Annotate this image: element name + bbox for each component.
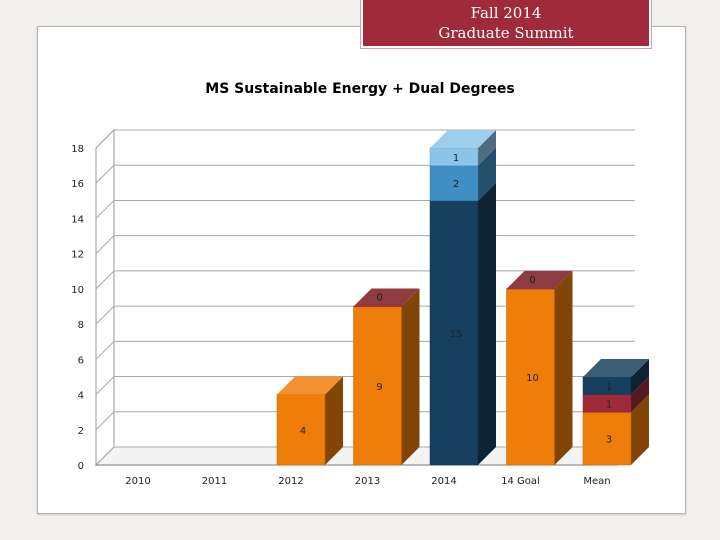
gridline	[95, 164, 635, 184]
data-label: 1	[606, 382, 612, 393]
bar-segment	[429, 200, 479, 466]
data-label: 1	[606, 399, 612, 410]
y-tick-label: 14	[71, 214, 84, 225]
bar-side-face	[631, 394, 649, 465]
bar-side-face	[631, 358, 649, 395]
bar-side-face	[478, 147, 496, 201]
data-label: 3	[606, 435, 612, 446]
bar-side-face	[401, 288, 420, 465]
gridline	[95, 129, 635, 149]
bar-segment	[353, 306, 402, 466]
bar-side-face	[478, 130, 496, 166]
bar-top-face	[583, 358, 649, 377]
x-tick-label: 2014	[431, 476, 456, 487]
bar-segment	[582, 411, 632, 466]
gridline	[95, 199, 635, 219]
y-tick-label: 10	[71, 285, 84, 296]
y-tick-label: 6	[78, 355, 84, 366]
y-tick-label: 8	[78, 320, 84, 331]
x-tick-label: 2013	[355, 476, 380, 487]
bar-top-face	[353, 288, 420, 307]
data-label: 0	[529, 275, 535, 286]
data-label: 1	[453, 153, 459, 164]
data-label: 2	[453, 179, 459, 190]
gridline	[95, 235, 635, 255]
bar-side-face	[631, 376, 649, 413]
x-tick-label: 14 Goal	[501, 476, 540, 487]
bar-side-face	[554, 270, 573, 465]
banner-line-2: Graduate Summit	[438, 24, 574, 42]
data-label: 9	[376, 382, 382, 393]
y-tick-label: 2	[78, 426, 84, 437]
data-label: 15	[450, 329, 463, 340]
bar-top-face	[430, 130, 496, 148]
chart-title: MS Sustainable Energy + Dual Degrees	[205, 81, 514, 97]
summit-banner: Fall 2014 Graduate Summit	[361, 0, 651, 48]
y-tick-label: 18	[71, 144, 84, 155]
y-tick-label: 0	[78, 461, 84, 472]
x-tick-label: 2012	[278, 476, 303, 487]
data-label: 4	[300, 426, 306, 437]
data-label: 10	[526, 373, 539, 384]
x-tick-label: Mean	[583, 476, 610, 487]
banner-line-1: Fall 2014	[470, 4, 542, 22]
y-tick-label: 12	[71, 250, 84, 261]
data-label: 0	[376, 293, 382, 304]
bar-segment	[276, 394, 326, 466]
y-tick-label: 4	[78, 391, 84, 402]
y-tick-label: 16	[71, 179, 84, 190]
bar-segment	[506, 288, 555, 466]
x-tick-label: 2011	[202, 476, 227, 487]
bar-top-face	[506, 270, 573, 289]
bar-side-face	[325, 376, 343, 465]
bar-side-face	[478, 182, 496, 466]
bar-top-face	[277, 376, 343, 395]
x-tick-label: 2010	[125, 476, 150, 487]
